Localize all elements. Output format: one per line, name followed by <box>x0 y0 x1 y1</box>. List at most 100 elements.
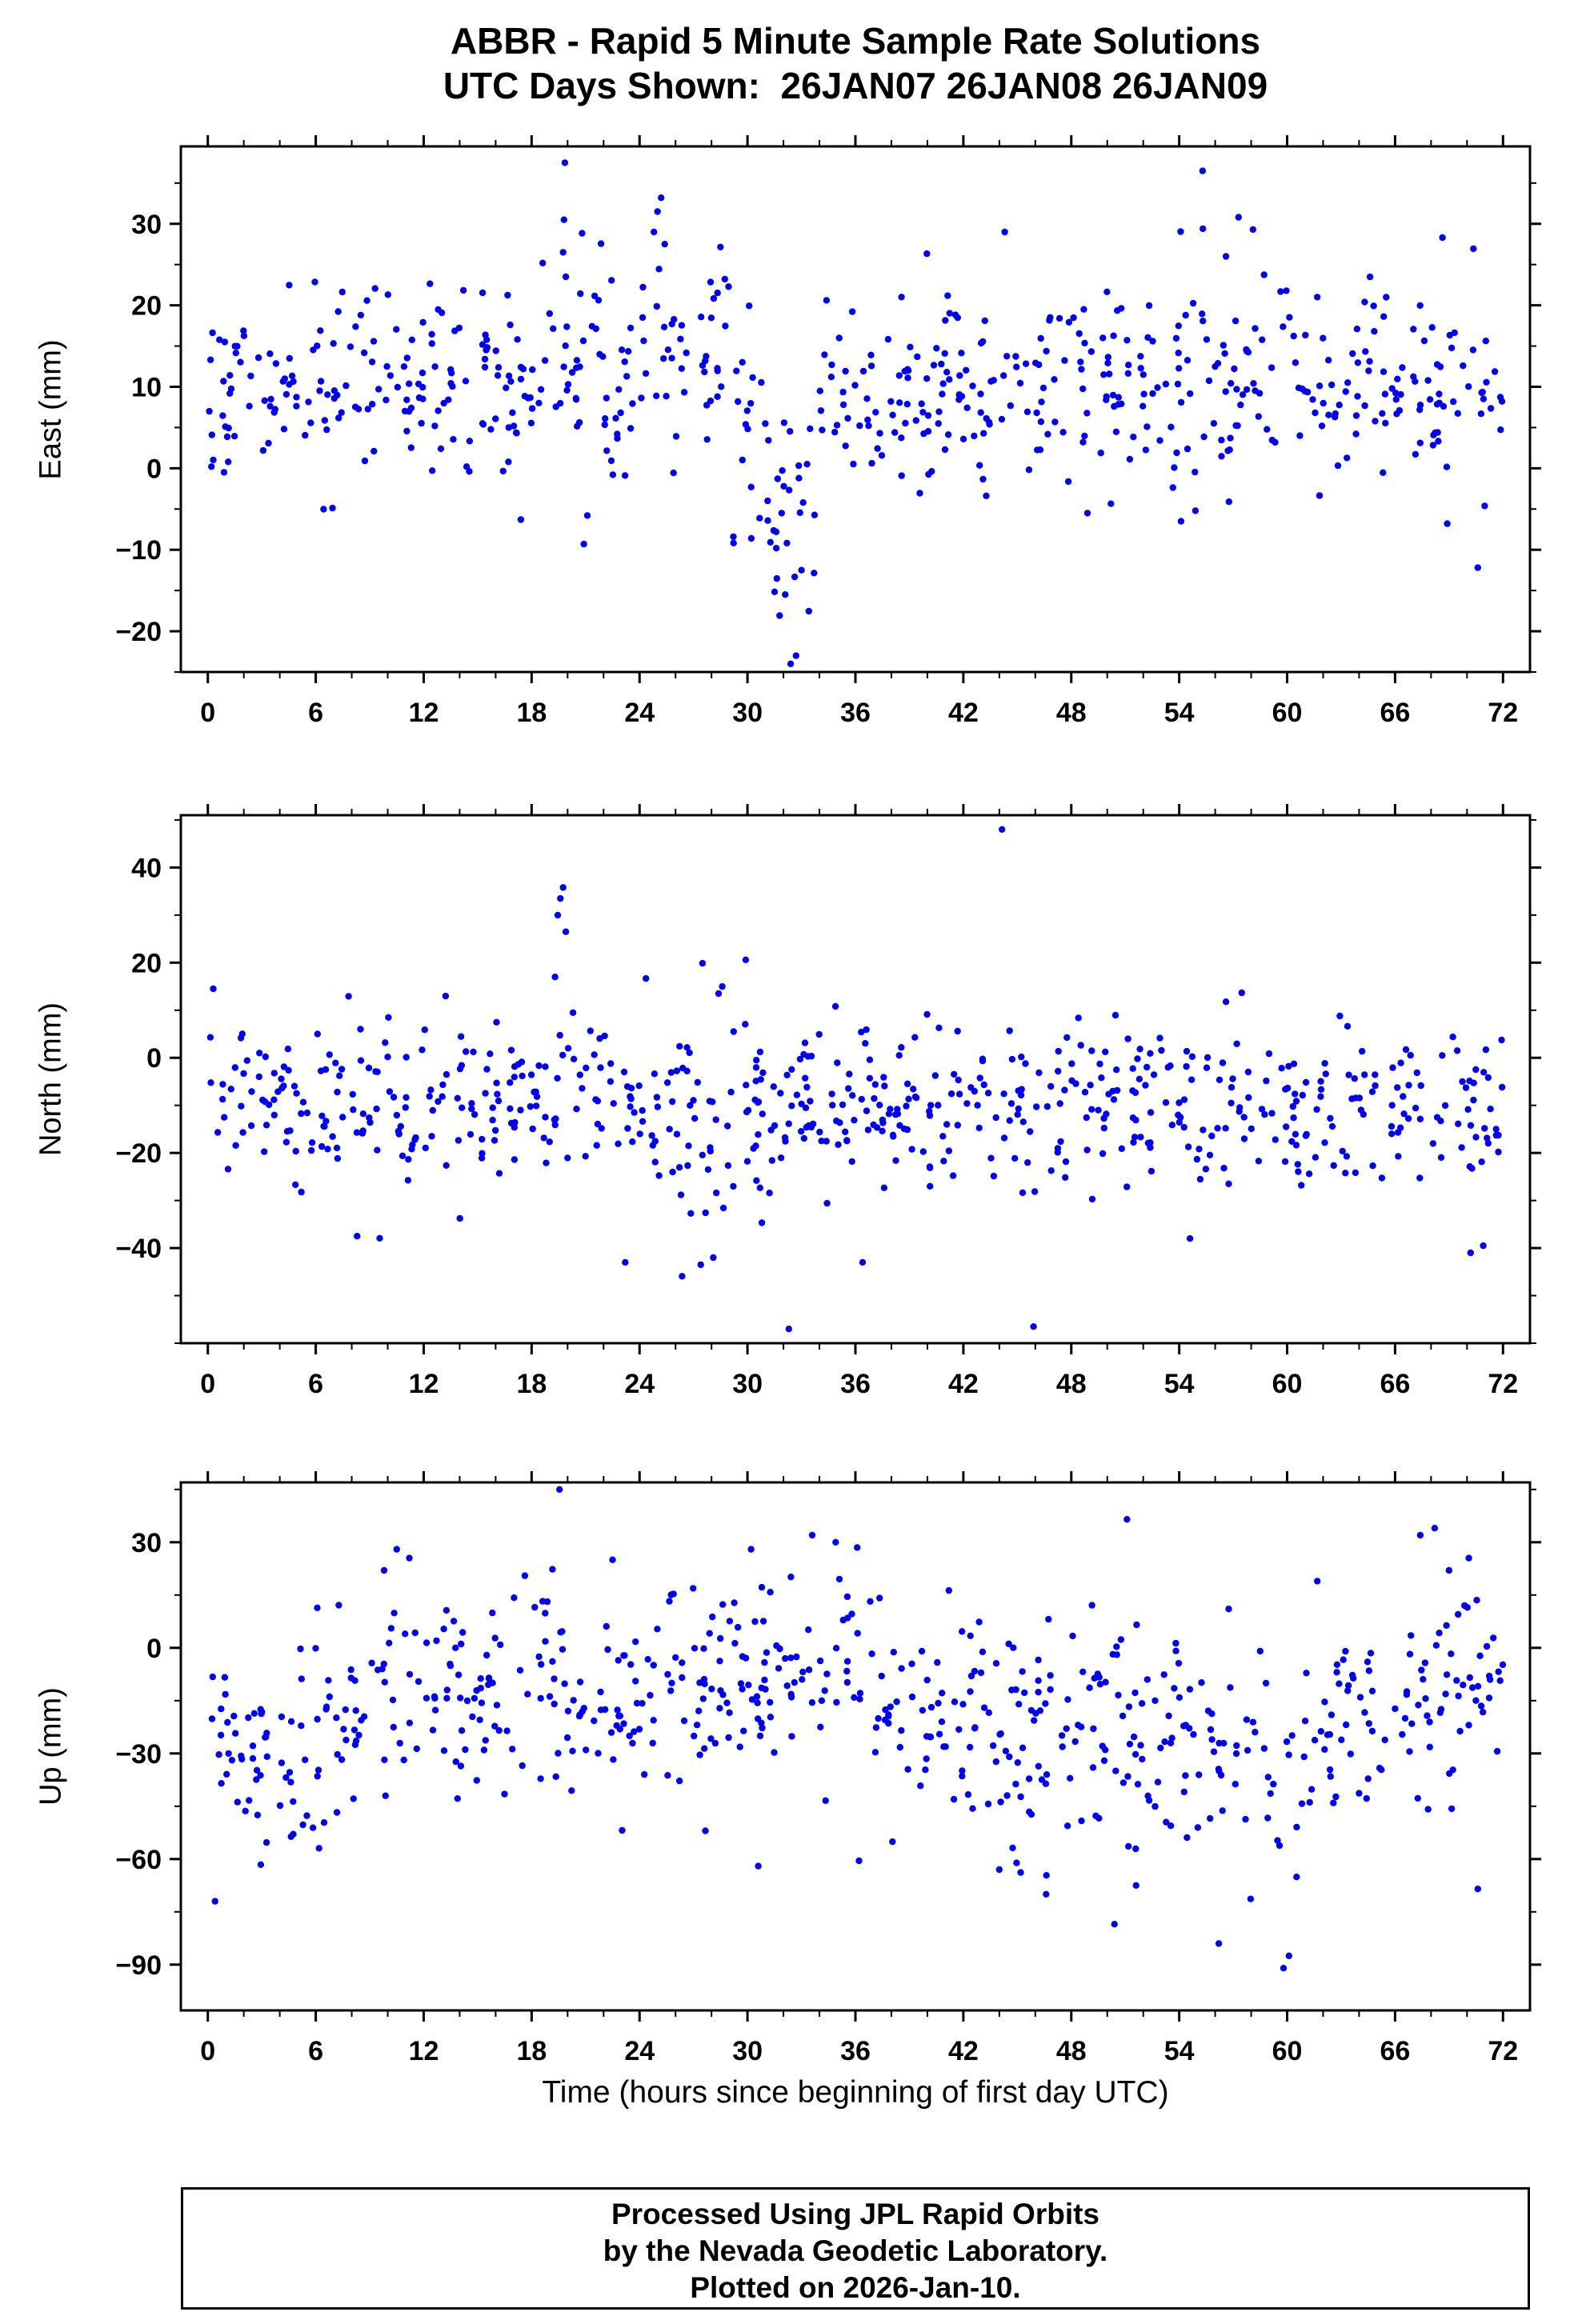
data-point <box>800 1134 807 1142</box>
data-point <box>396 1739 403 1747</box>
data-point <box>228 1757 236 1764</box>
data-point <box>443 1686 451 1694</box>
data-point <box>450 436 457 443</box>
data-point <box>782 591 789 598</box>
data-point <box>1055 1067 1062 1075</box>
data-point <box>923 1676 931 1684</box>
data-point <box>823 1138 830 1145</box>
data-point <box>1416 1115 1424 1122</box>
data-point <box>1314 1578 1321 1585</box>
data-point <box>270 1111 278 1118</box>
data-point <box>305 398 312 406</box>
data-point <box>320 1819 328 1826</box>
data-point <box>977 1669 985 1677</box>
data-point <box>297 1645 304 1653</box>
data-point <box>1017 1793 1024 1801</box>
data-point <box>1219 1059 1227 1066</box>
data-point <box>535 1653 543 1661</box>
data-point <box>1068 1060 1075 1067</box>
data-point <box>1472 1697 1480 1704</box>
data-point <box>772 528 780 535</box>
data-point <box>1216 1076 1224 1083</box>
data-point <box>1071 1738 1079 1746</box>
data-point <box>471 1694 479 1702</box>
data-point <box>1302 331 1309 339</box>
data-point <box>1063 1034 1071 1042</box>
data-point <box>482 331 489 338</box>
data-point <box>1442 1690 1449 1698</box>
data-point <box>844 1614 851 1622</box>
data-point <box>1087 1082 1094 1089</box>
data-point <box>326 1051 333 1058</box>
data-point <box>644 1656 651 1663</box>
data-point <box>1343 1721 1350 1729</box>
data-point <box>1477 1702 1485 1710</box>
data-point <box>1184 445 1192 453</box>
data-point <box>507 1105 514 1112</box>
data-point <box>1158 1046 1165 1054</box>
data-point <box>1156 437 1163 444</box>
data-point <box>1250 380 1257 387</box>
data-point <box>1078 1817 1085 1825</box>
data-point <box>673 1130 681 1138</box>
data-point <box>992 1660 1000 1667</box>
data-point <box>1220 342 1228 349</box>
data-point <box>822 1797 829 1804</box>
data-point <box>1416 1174 1424 1182</box>
data-point <box>1484 1134 1491 1142</box>
data-point <box>955 1090 963 1098</box>
data-point <box>1035 1689 1042 1696</box>
data-point <box>1333 1669 1340 1676</box>
data-point <box>1081 432 1088 440</box>
data-point <box>787 1574 795 1581</box>
data-point <box>563 1734 571 1742</box>
data-point <box>1059 1743 1066 1750</box>
data-point <box>262 1838 270 1846</box>
data-point <box>1496 1677 1504 1684</box>
data-point <box>1003 1792 1011 1799</box>
data-point <box>1322 1070 1330 1078</box>
data-point <box>986 421 993 428</box>
data-point <box>246 1797 253 1804</box>
data-point <box>303 1812 310 1819</box>
data-point <box>1368 1727 1376 1735</box>
tick-label: 0 <box>200 698 215 728</box>
data-point <box>1203 1064 1211 1071</box>
data-point <box>1464 1106 1472 1113</box>
data-point <box>1147 1109 1155 1116</box>
data-point <box>1169 484 1177 491</box>
data-point <box>334 1154 342 1162</box>
data-point <box>603 1622 610 1630</box>
data-point <box>539 1598 547 1605</box>
data-point <box>411 1629 419 1637</box>
scatter-points-east <box>206 159 1506 667</box>
data-point <box>1172 334 1180 342</box>
data-point <box>524 1690 531 1698</box>
data-point <box>386 372 395 379</box>
tick-label: 12 <box>409 1369 439 1399</box>
data-point <box>1096 1060 1103 1068</box>
data-point <box>1103 396 1110 403</box>
data-point <box>1019 1118 1027 1126</box>
data-point <box>821 351 828 358</box>
data-point <box>481 363 489 371</box>
data-point <box>819 426 826 434</box>
data-point <box>1035 1762 1043 1770</box>
data-point <box>527 419 535 426</box>
data-point <box>564 1154 571 1162</box>
data-point <box>415 1678 423 1686</box>
data-point <box>1327 1773 1335 1780</box>
data-point <box>1107 500 1115 507</box>
data-point <box>1061 1086 1068 1094</box>
data-point <box>1283 1123 1290 1130</box>
data-point <box>1361 298 1368 306</box>
data-point <box>1396 406 1404 414</box>
data-point <box>1033 409 1040 417</box>
data-point <box>974 1102 981 1109</box>
data-point <box>1172 1647 1180 1654</box>
data-point <box>1037 418 1045 426</box>
data-point <box>447 366 455 374</box>
data-point <box>487 1050 494 1058</box>
data-point <box>1344 1682 1352 1690</box>
data-point <box>608 277 615 284</box>
